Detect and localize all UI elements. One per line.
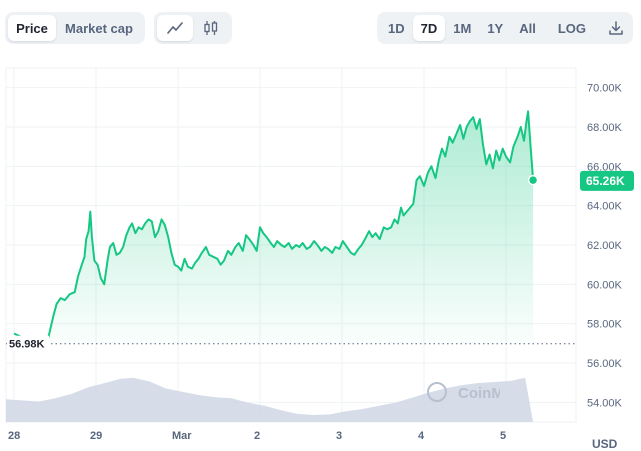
chart-toolbar: Price Market cap 1D 7D 1M 1Y All LOG	[0, 0, 641, 56]
x-tick-label: 28	[8, 430, 20, 442]
x-axis: 28 29 Mar 2 3 4 5	[8, 430, 506, 442]
candlestick-button[interactable]	[193, 15, 229, 41]
chart-type-toggle	[154, 12, 232, 44]
y-tick-label: 62.00K	[587, 240, 623, 252]
y-tick-label: 68.00K	[587, 122, 623, 134]
x-tick-label: Mar	[172, 430, 192, 442]
current-price-badge: 65.26K	[580, 170, 634, 191]
range-1d-button[interactable]: 1D	[388, 20, 405, 36]
y-axis: 54.00K 56.00K 58.00K 60.00K 62.00K 64.00K 66.0…	[587, 83, 623, 410]
y-tick-label: 54.00K	[587, 397, 623, 409]
x-tick-label: 3	[336, 430, 342, 442]
price-chart[interactable]: CoinMarketCap 56.98K 54.00K 56.00K 58.00K 6…	[0, 56, 641, 451]
price-series	[13, 110, 539, 344]
price-area-fill	[14, 111, 534, 344]
volume-area-shape	[6, 377, 534, 422]
x-tick-label: 4	[418, 430, 425, 442]
download-button[interactable]	[600, 15, 632, 41]
coinmarketcap-watermark: CoinMarketCap	[458, 385, 568, 402]
coinmarketcap-logo-icon	[427, 382, 447, 402]
current-price-badge-label: 65.26K	[586, 174, 625, 188]
y-tick-label: 58.00K	[587, 319, 623, 331]
log-scale-button[interactable]: LOG	[557, 20, 587, 36]
y-tick-label: 64.00K	[587, 201, 623, 213]
y-tick-label: 70.00K	[587, 83, 623, 95]
y-tick-label: 66.00K	[587, 161, 623, 173]
price-tab[interactable]: Price	[8, 15, 56, 41]
range-all-button[interactable]: All	[519, 20, 536, 36]
y-tick-label: 60.00K	[587, 279, 623, 291]
current-price-badge-bg	[580, 170, 634, 191]
range-1m-button[interactable]: 1M	[453, 20, 472, 36]
y-tick-label: 56.00K	[587, 358, 623, 370]
x-tick-label: 2	[254, 430, 260, 442]
line-chart-icon	[167, 22, 183, 34]
price-chart-svg: CoinMarketCap 56.98K 54.00K 56.00K 58.00K 6…	[5, 67, 634, 451]
start-price-label: 56.98K	[9, 339, 45, 351]
market-cap-tab[interactable]: Market cap	[65, 20, 133, 36]
start-price-marker: 56.98K	[6, 335, 576, 351]
x-tick-label: 5	[500, 430, 506, 442]
line-chart-button[interactable]	[157, 15, 193, 41]
range-7d-button[interactable]: 7D	[412, 15, 446, 41]
metric-toggle: Price Market cap	[5, 12, 145, 44]
current-price-dot	[527, 174, 539, 186]
start-price-label-bg	[7, 335, 49, 351]
candlestick-icon	[204, 21, 218, 35]
volume-area	[6, 377, 534, 422]
download-icon	[609, 21, 623, 35]
x-tick-label: 29	[90, 430, 102, 442]
range-toggle: 1D 7D 1M 1Y All LOG	[377, 12, 633, 44]
price-line	[13, 110, 535, 341]
currency-unit-label: USD	[592, 437, 618, 451]
range-1y-button[interactable]: 1Y	[487, 20, 504, 36]
